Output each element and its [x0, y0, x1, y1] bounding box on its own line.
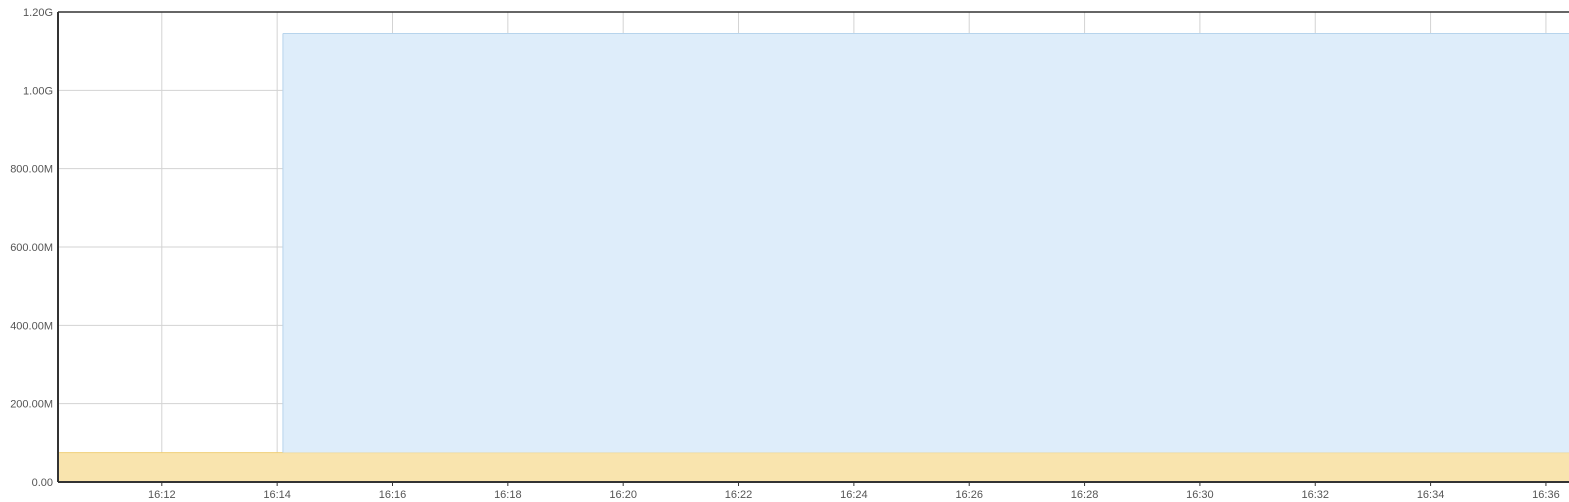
y-axis-ticks: 0.00 200.00M 400.00M 600.00M 800.00M 1.00G 1.2… — [10, 7, 53, 489]
series-areas — [57, 33, 1569, 482]
x-tick-label: 16:26 — [955, 489, 983, 501]
x-tick-label: 16:36 — [1532, 489, 1560, 501]
y-tick-label: 400.00M — [10, 320, 53, 332]
x-tick-label: 16:32 — [1301, 489, 1329, 501]
y-tick-label: 0.00 — [32, 477, 53, 489]
x-tick-label: 16:12 — [148, 489, 176, 501]
x-axis-ticks: 16:12 16:14 16:16 16:18 16:20 16:22 16:24 16:26… — [148, 482, 1560, 501]
y-tick-label: 200.00M — [10, 399, 53, 411]
series-area-0 — [58, 452, 1569, 482]
x-tick-label: 16:22 — [725, 489, 753, 501]
x-tick-label: 16:34 — [1417, 489, 1445, 501]
x-tick-label: 16:24 — [840, 489, 868, 501]
y-tick-label: 600.00M — [10, 242, 53, 254]
axes — [57, 11, 1569, 483]
x-tick-label: 16:28 — [1071, 489, 1099, 501]
y-tick-label: 1.00G — [23, 85, 53, 97]
y-tick-label: 1.20G — [23, 7, 53, 19]
x-tick-label: 16:14 — [263, 489, 291, 501]
series-area-1 — [282, 33, 1569, 453]
x-tick-label: 16:20 — [609, 489, 637, 501]
x-tick-label: 16:16 — [379, 489, 407, 501]
x-tick-label: 16:18 — [494, 489, 522, 501]
y-tick-label: 800.00M — [10, 164, 53, 176]
x-tick-label: 16:30 — [1186, 489, 1214, 501]
